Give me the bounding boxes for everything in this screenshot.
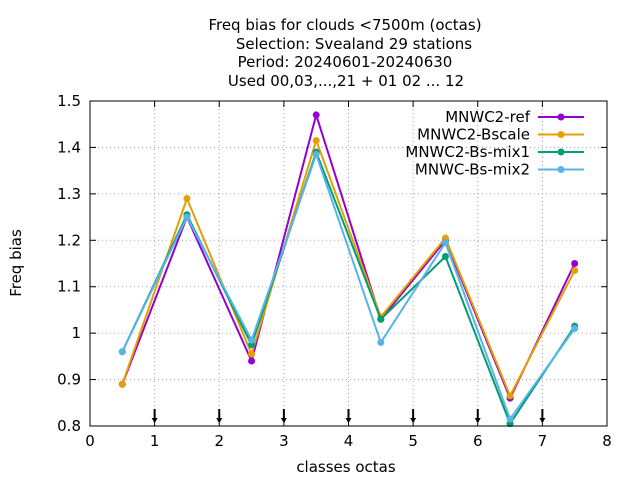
data-point	[571, 325, 579, 332]
y-tick-label: 1.3	[57, 185, 81, 203]
series-line	[121, 137, 576, 399]
x-tick-label: 3	[279, 432, 289, 450]
data-point	[441, 239, 449, 247]
data-point	[441, 253, 449, 261]
chart-title: Freq bias for clouds <7500m (octas) Sele…	[208, 16, 481, 90]
series-4	[118, 150, 579, 423]
y-tick-label: 0.9	[57, 371, 81, 389]
legend-entry-3: MNWC2-Bs-mix1	[405, 143, 584, 161]
legend-label: MNWC2-Bs-mix1	[405, 143, 530, 161]
y-tick-label: 1.1	[57, 278, 81, 296]
data-point	[377, 315, 385, 323]
data-point	[571, 266, 579, 274]
y-tick-label: 1	[71, 324, 81, 342]
legend-marker	[557, 166, 565, 173]
data-point	[312, 111, 320, 119]
x-tick-label: 6	[473, 432, 483, 450]
series-lines	[118, 111, 579, 428]
y-tick-label: 0.8	[57, 417, 81, 435]
legend-marker	[557, 148, 565, 156]
title-line-2: Selection: Svealand 29 stations	[236, 35, 472, 53]
data-point	[312, 136, 320, 144]
x-tick-label: 2	[214, 432, 224, 450]
class-boundary-arrowhead	[410, 418, 417, 423]
x-tick-label: 5	[408, 432, 418, 450]
data-point	[506, 392, 514, 400]
class-boundary-arrowhead	[474, 418, 481, 423]
data-point	[183, 213, 191, 221]
x-axis-label: classes octas	[296, 458, 396, 476]
legend-marker	[557, 113, 565, 121]
data-point	[118, 348, 126, 356]
x-tick-label: 0	[85, 432, 95, 450]
y-tick-label: 1.2	[57, 231, 81, 249]
x-tick-labels: 0 1 2 3 4 5 6 7 8	[85, 432, 612, 450]
title-line-4: Used 00,03,...,21 + 01 02 ... 12	[228, 72, 464, 90]
data-point	[118, 380, 126, 388]
class-boundary-arrowhead	[280, 418, 287, 423]
data-point	[571, 260, 579, 267]
title-line-3: Period: 20240601-20240630	[238, 53, 453, 71]
data-point	[506, 415, 514, 423]
series-line	[121, 151, 576, 422]
x-tick-label: 7	[538, 432, 548, 450]
data-point	[248, 350, 256, 358]
legend-entry-4: MNWC-Bs-mix2	[415, 161, 584, 179]
legend-label: MNWC2-Bscale	[417, 126, 530, 144]
y-tick-label: 1.5	[57, 92, 81, 110]
y-tick-labels: 0.8 0.9 1 1.1 1.2 1.3 1.4 1.5	[57, 92, 81, 435]
x-tick-label: 4	[344, 432, 354, 450]
class-boundary-arrowhead	[216, 418, 223, 423]
class-boundary-arrowhead	[151, 418, 158, 423]
title-line-1: Freq bias for clouds <7500m (octas)	[208, 16, 481, 34]
data-point	[183, 195, 191, 202]
x-tick-label: 8	[602, 432, 612, 450]
class-boundary-arrowhead	[345, 418, 352, 423]
legend-entry-1: MNWC2-ref	[445, 108, 584, 126]
legend-entry-2: MNWC2-Bscale	[417, 126, 584, 144]
legend: MNWC2-refMNWC2-BscaleMNWC2-Bs-mix1MNWC-B…	[405, 108, 584, 179]
y-axis-label: Freq bias	[7, 229, 25, 297]
data-point	[312, 150, 320, 158]
data-point	[377, 338, 385, 346]
y-tick-label: 1.4	[57, 138, 81, 156]
class-boundary-arrowhead	[539, 418, 546, 423]
data-point	[248, 336, 256, 344]
data-point	[248, 357, 256, 365]
series-line	[121, 149, 576, 426]
legend-marker	[557, 131, 565, 138]
x-tick-label: 1	[150, 432, 160, 450]
legend-label: MNWC-Bs-mix2	[415, 161, 530, 179]
bottom-class-markers	[151, 409, 546, 423]
legend-label: MNWC2-ref	[445, 108, 530, 126]
plot-frame	[89, 100, 608, 427]
